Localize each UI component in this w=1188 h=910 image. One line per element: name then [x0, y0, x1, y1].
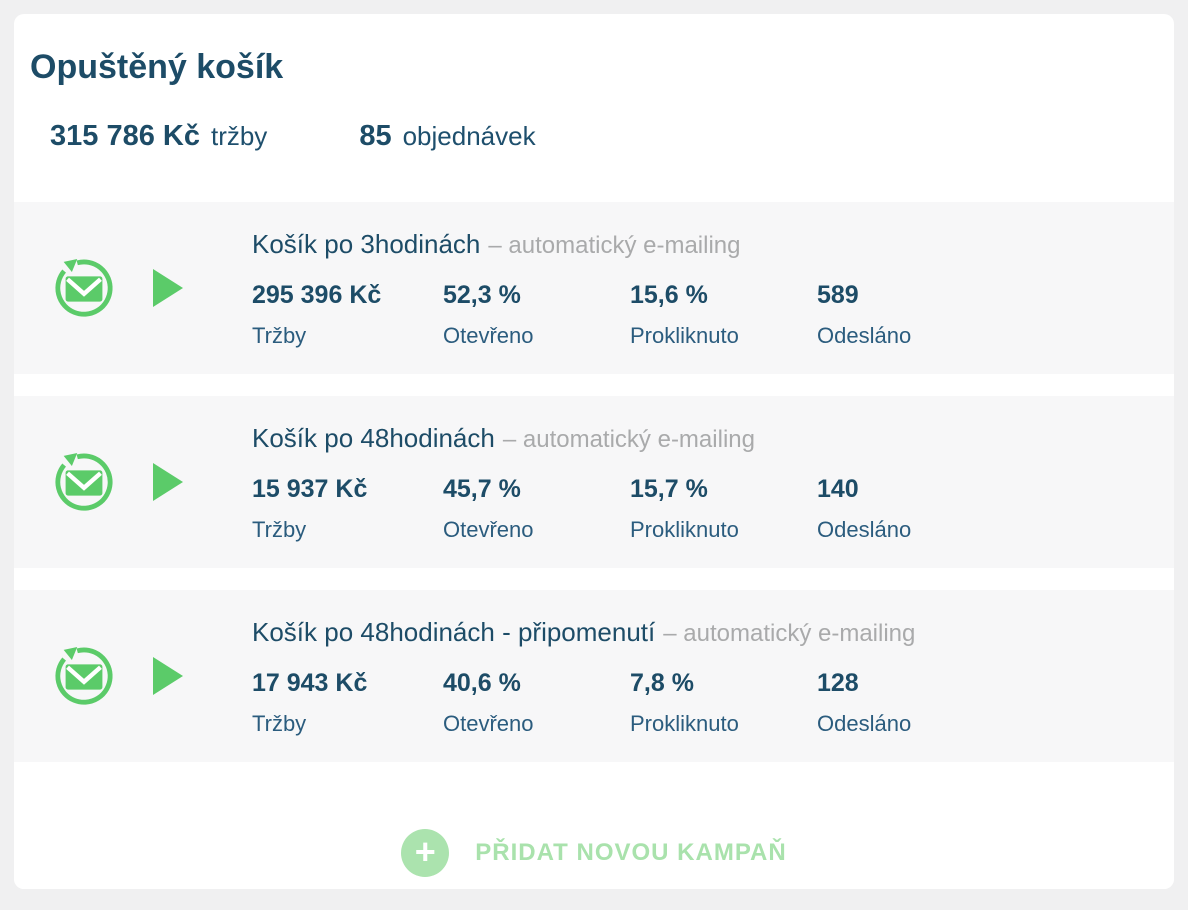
campaign-title[interactable]: Košík po 48hodinách [252, 423, 495, 453]
stat-opened: 45,7 % Otevřeno [443, 472, 630, 544]
stat-opened: 40,6 % Otevřeno [443, 666, 630, 738]
summary-stats: 315 786 Kč tržby 85 objednávek [50, 120, 1154, 153]
row-icons [14, 590, 252, 762]
stat-label: Tržby [252, 711, 307, 736]
stat-sent: 140 Odesláno [817, 472, 1017, 544]
stat-value: 140 [817, 475, 859, 503]
stat-value: 15 937 Kč [252, 475, 368, 503]
stat-value: 17 943 Kč [252, 669, 368, 697]
stat-value: 15,6 % [630, 281, 708, 309]
stat-value: 15,7 % [630, 475, 708, 503]
summary-revenue-label: tržby [210, 121, 268, 151]
stat-value: 52,3 % [443, 281, 521, 309]
summary-orders-value: 85 [359, 120, 392, 152]
stat-clicked: 7,8 % Prokliknuto [630, 666, 817, 738]
campaign-title[interactable]: Košík po 48hodinách - připomenutí [252, 617, 656, 647]
campaign-title-line: Košík po 48hodinách - připomenutí – autom… [252, 610, 952, 656]
stat-clicked: 15,7 % Prokliknuto [630, 472, 817, 544]
campaign-title-line: Košík po 48hodinách – automatický e-maili… [252, 416, 952, 462]
stat-sent: 128 Odesláno [817, 666, 1017, 738]
stat-label: Tržby [252, 517, 307, 542]
campaign-row-2[interactable]: Košík po 48hodinách – automatický e-maili… [14, 396, 1174, 568]
add-campaign-button[interactable]: + PŘIDAT NOVOU KAMPAŇ [14, 817, 1174, 889]
campaign-title-line: Košík po 3hodinách – automatický e-mailin… [252, 222, 952, 268]
row-icons [14, 202, 252, 374]
stat-value: 40,6 % [443, 669, 521, 697]
summary-revenue-value: 315 786 Kč [50, 120, 200, 152]
stat-label: Prokliknuto [630, 517, 739, 542]
campaign-body: Košík po 3hodinách – automatický e-mailin… [252, 202, 1174, 374]
stat-value: 128 [817, 669, 859, 697]
stat-value: 7,8 % [630, 669, 694, 697]
campaign-stats: 15 937 Kč Tržby 45,7 % Otevřeno 15,7 % P… [252, 472, 1154, 544]
play-icon[interactable] [153, 269, 183, 307]
add-campaign-label: PŘIDAT NOVOU KAMPAŇ [475, 839, 787, 866]
campaign-subtitle: – automatický e-mailing [488, 232, 741, 259]
stat-revenue: 17 943 Kč Tržby [252, 666, 443, 738]
stat-label: Otevřeno [443, 517, 534, 542]
stat-label: Tržby [252, 323, 307, 348]
stat-label: Prokliknuto [630, 711, 739, 736]
campaign-title[interactable]: Košík po 3hodinách [252, 229, 481, 259]
stat-value: 45,7 % [443, 475, 521, 503]
campaign-stats: 295 396 Kč Tržby 52,3 % Otevřeno 15,6 % … [252, 278, 1154, 350]
campaign-row-3[interactable]: Košík po 48hodinách - připomenutí – autom… [14, 590, 1174, 762]
campaign-body: Košík po 48hodinách - připomenutí – autom… [252, 590, 1174, 762]
play-icon[interactable] [153, 463, 183, 501]
stat-label: Odesláno [817, 323, 912, 348]
stat-opened: 52,3 % Otevřeno [443, 278, 630, 350]
page-title: Opuštěný košík [30, 48, 284, 86]
campaign-subtitle: – automatický e-mailing [663, 620, 916, 647]
row-icons [14, 396, 252, 568]
stat-label: Prokliknuto [630, 323, 739, 348]
plus-icon: + [401, 829, 450, 877]
stat-label: Otevřeno [443, 323, 534, 348]
stat-label: Odesláno [817, 711, 912, 736]
stat-revenue: 15 937 Kč Tržby [252, 472, 443, 544]
stat-clicked: 15,6 % Prokliknuto [630, 278, 817, 350]
stat-value: 295 396 Kč [252, 281, 382, 309]
stat-value: 589 [817, 281, 859, 309]
campaign-stats: 17 943 Kč Tržby 40,6 % Otevřeno 7,8 % Pr… [252, 666, 1154, 738]
summary-orders: 85 objednávek [359, 120, 535, 153]
campaign-subtitle: – automatický e-mailing [502, 426, 755, 453]
stat-label: Otevřeno [443, 711, 534, 736]
campaign-body: Košík po 48hodinách – automatický e-maili… [252, 396, 1174, 568]
summary-orders-label: objednávek [402, 121, 536, 151]
play-icon[interactable] [153, 657, 183, 695]
stat-label: Odesláno [817, 517, 912, 542]
card-header: Opuštěný košík 315 786 Kč tržby 85 objed… [14, 14, 1174, 202]
stat-revenue: 295 396 Kč Tržby [252, 278, 443, 350]
automation-email-icon [55, 258, 113, 317]
summary-revenue: 315 786 Kč tržby [50, 120, 267, 153]
automation-email-icon [55, 452, 113, 511]
automation-email-icon [55, 646, 113, 705]
abandoned-cart-card: Opuštěný košík 315 786 Kč tržby 85 objed… [14, 14, 1174, 889]
stat-sent: 589 Odesláno [817, 278, 1017, 350]
campaign-row-1[interactable]: Košík po 3hodinách – automatický e-mailin… [14, 202, 1174, 374]
